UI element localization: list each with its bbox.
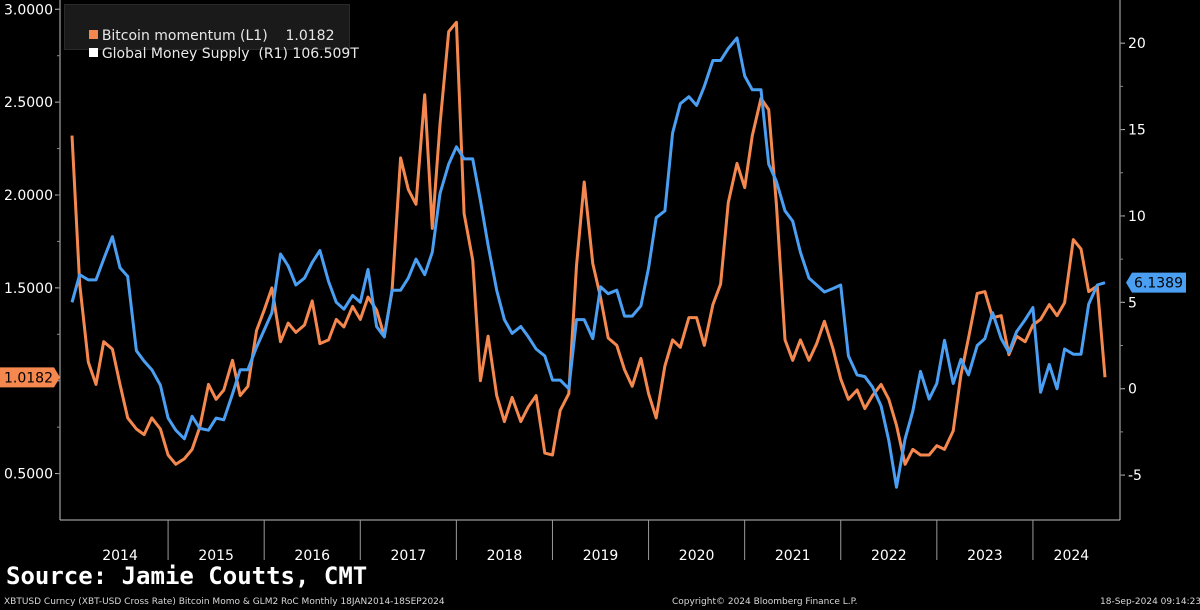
bitcoin-last-value-tag: [0, 367, 60, 388]
bitcoin-momentum-line: [70, 20, 1107, 466]
x-tick-label: 2024: [1054, 548, 1090, 564]
x-tick-label: 2023: [967, 548, 1003, 564]
right-tick-label: 10: [1128, 209, 1146, 225]
right-tick-label: 20: [1128, 36, 1146, 52]
x-tick-label: 2017: [391, 548, 427, 564]
legend-item-money: Global Money Supply (R1) 106.509T: [71, 27, 359, 81]
source-caption: Source: Jamie Coutts, CMT: [6, 562, 368, 590]
legend-swatch-money: [88, 48, 98, 57]
footer-copyright: Copyright© 2024 Bloomberg Finance L.P.: [672, 597, 858, 607]
legend-value-money: 106.509T: [292, 46, 359, 62]
right-tick-label: 5: [1128, 295, 1137, 311]
right-tick-label: 15: [1128, 123, 1146, 139]
left-tick-label: 3.0000: [4, 2, 53, 18]
money-last-value-tag: [1126, 272, 1186, 293]
x-tick-label: 2018: [487, 548, 523, 564]
x-tick-label: 2020: [679, 548, 715, 564]
axis-layer: 0.50001.00001.50002.00002.50003.0000-505…: [4, 0, 1146, 564]
left-tick-label: 2.0000: [4, 188, 53, 204]
x-tick-label: 2016: [294, 548, 330, 564]
legend-label-money: Global Money Supply (R1): [101, 46, 288, 62]
footer-timestamp: 18-Sep-2024 09:14:23: [1100, 597, 1200, 607]
left-tick-label: 2.5000: [4, 95, 53, 111]
x-tick-label: 2014: [102, 548, 138, 564]
footer-description: XBTUSD Curncy (XBT-USD Cross Rate) Bitco…: [4, 597, 445, 607]
legend-value-bitcoin: 1.0182: [285, 28, 335, 44]
money-last-value-label: 6.1389: [1134, 276, 1183, 292]
legend-label-bitcoin: Bitcoin momentum (L1): [101, 28, 268, 44]
series-layer: [70, 20, 1107, 489]
right-tick-label: 0: [1128, 382, 1137, 398]
x-tick-label: 2015: [198, 548, 234, 564]
right-tick-label: -5: [1128, 468, 1142, 484]
bitcoin-last-value-label: 1.0182: [4, 370, 53, 386]
left-tick-label: 0.5000: [4, 467, 53, 483]
legend-item-bitcoin: Bitcoin momentum (L1) 1.0182: [71, 9, 335, 63]
x-tick-label: 2022: [871, 548, 907, 564]
label-layer: 1.0182 6.1389: [0, 272, 1186, 388]
global-money-supply-line: [70, 36, 1106, 489]
legend: Bitcoin momentum (L1) 1.0182 Global Mone…: [64, 4, 359, 62]
legend-swatch-bitcoin: [88, 30, 98, 39]
x-tick-label: 2021: [775, 548, 811, 564]
x-tick-label: 2019: [583, 548, 619, 564]
left-tick-label: 1.5000: [4, 281, 53, 297]
